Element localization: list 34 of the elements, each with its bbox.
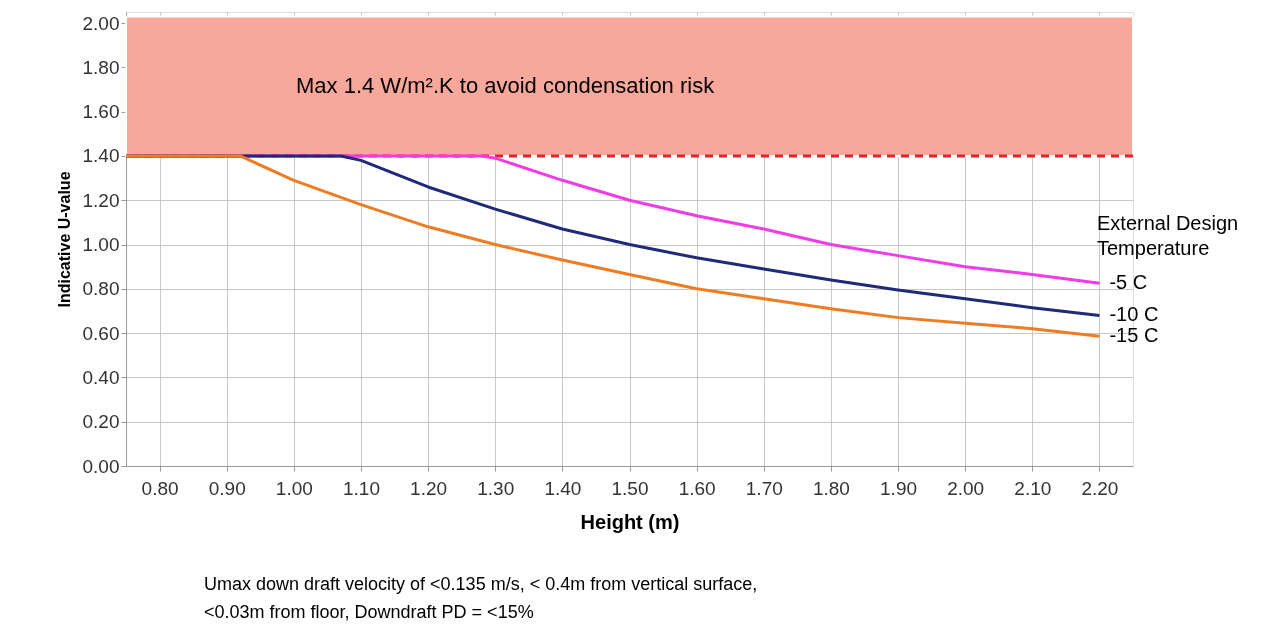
y-axis-title: Indicative U-value <box>55 171 73 308</box>
x-tick-label: 1.30 <box>477 477 515 499</box>
text: Umax down draft velocity of <0.135 m/s, < 0.4m from vertical surface, <0.03m from floor, Downdraft PD = <15% <box>204 574 758 622</box>
y-tick-label: 1.60 <box>82 101 120 123</box>
legend-title: External Design Temperature <box>1097 212 1239 259</box>
x-tick-label: 1.40 <box>544 477 582 499</box>
series-label: -15 C <box>1109 324 1159 347</box>
y-tick-label: 0.80 <box>82 278 120 300</box>
y-tick-label: 0.60 <box>82 322 120 344</box>
x-tick-label: 1.00 <box>275 477 313 499</box>
series-label: -5 C <box>1109 271 1148 294</box>
x-tick-label: 1.10 <box>342 477 380 499</box>
band-label: Max 1.4 W/m².K to avoid condensation risk <box>296 73 716 99</box>
y-tick-label: 2.00 <box>82 12 120 34</box>
x-tick-label: 0.80 <box>141 477 179 499</box>
series-label: -10 C <box>1109 303 1159 326</box>
y-tick-label: 0.40 <box>82 366 120 388</box>
y-tick-label: 1.00 <box>82 234 120 256</box>
x-tick-label: 1.80 <box>812 477 850 499</box>
y-tick-label: 0.00 <box>82 455 120 477</box>
x-tick-label: 1.70 <box>745 477 783 499</box>
x-tick-label: 1.90 <box>880 477 918 499</box>
x-tick-label: 1.20 <box>410 477 448 499</box>
x-tick-label: 1.50 <box>611 477 649 499</box>
y-tick-label: 0.20 <box>82 411 120 433</box>
x-axis-title: Height (m) <box>580 510 680 533</box>
x-tick-label: 0.90 <box>208 477 246 499</box>
x-tick-label: 2.00 <box>947 477 985 499</box>
y-tick-label: 1.20 <box>82 189 120 211</box>
x-tick-label: 2.20 <box>1081 477 1119 499</box>
x-tick-label: 2.10 <box>1014 477 1052 499</box>
y-tick-label: 1.40 <box>82 145 120 167</box>
x-tick-label: 1.60 <box>678 477 716 499</box>
y-tick-label: 1.80 <box>82 56 120 78</box>
